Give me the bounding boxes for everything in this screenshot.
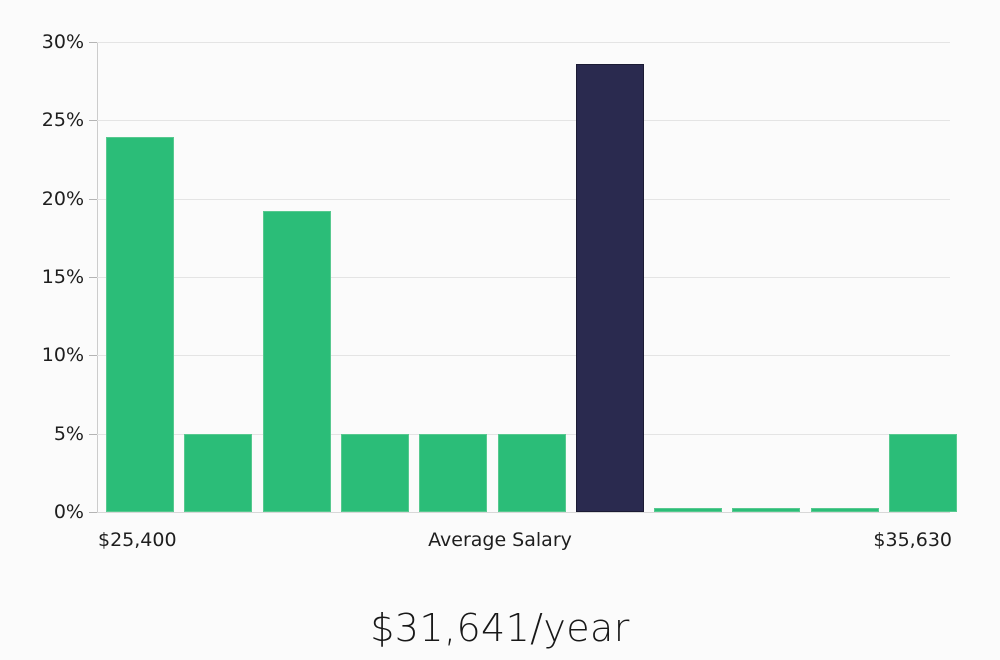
y-tick-label-0: 0%	[53, 501, 84, 523]
y-tick-mark-0	[89, 512, 97, 513]
gridline-15	[97, 277, 950, 278]
x-axis-title: Average Salary	[428, 529, 572, 551]
bar-bin-6[interactable]	[497, 434, 566, 512]
y-tick-mark-5	[89, 433, 97, 435]
y-tick-label-20: 20%	[41, 187, 84, 210]
y-tick-label-30: 30%	[41, 31, 84, 53]
gridline-25	[97, 120, 950, 122]
y-tick-label-25: 25%	[41, 109, 84, 132]
y-tick-mark-30	[89, 42, 97, 43]
gridline-20	[97, 198, 950, 200]
bar-bin-7[interactable]	[575, 63, 644, 512]
y-tick-label-10: 10%	[41, 344, 84, 367]
y-tick-mark-20	[89, 198, 97, 200]
bar-bin-3[interactable]	[262, 210, 331, 512]
average-salary-caption: $31,641/year	[370, 606, 630, 650]
bar-bin-11[interactable]	[889, 434, 957, 512]
y-tick-mark-25	[89, 120, 97, 122]
bar-bin-8[interactable]	[654, 508, 723, 512]
bar-bin-2[interactable]	[184, 434, 253, 512]
y-tick-mark-15	[89, 277, 97, 278]
bar-bin-9[interactable]	[732, 508, 801, 512]
bar-bin-5[interactable]	[419, 434, 488, 512]
bar-bin-10[interactable]	[810, 508, 879, 512]
x-axis-min-label: $25,400	[98, 529, 177, 551]
plot-area	[97, 42, 957, 513]
y-tick-label-5: 5%	[53, 422, 84, 445]
bar-bin-1[interactable]	[106, 137, 174, 512]
x-axis-max-label: $35,630	[873, 529, 952, 551]
gridline-10	[97, 355, 950, 357]
gridline-0	[97, 512, 950, 513]
y-tick-mark-10	[89, 355, 97, 357]
y-tick-label-15: 15%	[41, 266, 84, 288]
bar-bin-4[interactable]	[340, 434, 409, 512]
gridline-30	[97, 42, 950, 43]
